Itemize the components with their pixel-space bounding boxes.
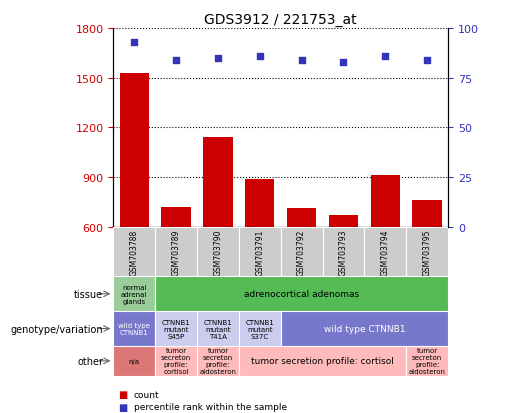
Bar (239, 311, 281, 346)
Text: percentile rank within the sample: percentile rank within the sample (134, 402, 287, 411)
Text: genotype/variation: genotype/variation (10, 324, 103, 334)
Point (214, 55, 222, 62)
Text: tissue: tissue (74, 289, 103, 299)
Bar (406, 227, 448, 277)
Bar (197, 311, 239, 346)
Bar (281, 227, 322, 277)
Text: GSM703791: GSM703791 (255, 229, 264, 275)
Bar (413, 201, 442, 326)
Bar (287, 209, 316, 326)
Bar (239, 227, 281, 277)
Text: CTNNB1
mutant
S45P: CTNNB1 mutant S45P (162, 319, 191, 339)
Text: n/a: n/a (129, 358, 140, 364)
Point (255, 53, 264, 60)
Text: wild type
CTNNB1: wild type CTNNB1 (118, 322, 150, 335)
Text: GSM703794: GSM703794 (381, 229, 390, 275)
Bar (155, 346, 197, 376)
Text: GSM703790: GSM703790 (213, 229, 222, 275)
Point (172, 57, 180, 64)
Text: GSM703789: GSM703789 (171, 229, 181, 275)
Text: GSM703793: GSM703793 (339, 229, 348, 275)
Text: CTNNB1
mutant
S37C: CTNNB1 mutant S37C (245, 319, 274, 339)
Text: tumor
secreton
profile:
aldosteron: tumor secreton profile: aldosteron (199, 347, 236, 375)
Text: wild type CTNNB1: wild type CTNNB1 (323, 324, 405, 333)
Bar (203, 138, 233, 326)
Bar (113, 227, 155, 277)
Text: tumor secretion profile: cortisol: tumor secretion profile: cortisol (251, 356, 394, 366)
Bar (155, 227, 197, 277)
Point (130, 40, 139, 46)
Text: ■: ■ (118, 402, 128, 412)
Text: count: count (134, 390, 160, 399)
Text: other: other (77, 356, 103, 366)
Bar (365, 227, 406, 277)
Bar (113, 277, 155, 311)
Text: GSM703795: GSM703795 (423, 229, 432, 275)
Bar (197, 346, 239, 376)
Bar (155, 311, 197, 346)
Text: adrenocortical adenomas: adrenocortical adenomas (244, 290, 359, 299)
Bar (197, 227, 239, 277)
Point (339, 59, 348, 66)
Bar (245, 179, 274, 326)
Text: ■: ■ (118, 389, 128, 399)
Point (423, 57, 431, 64)
Text: GSM703788: GSM703788 (130, 229, 139, 275)
Text: tumor
secreton
profile:
cortisol: tumor secreton profile: cortisol (161, 347, 191, 375)
Text: normal
adrenal
glands: normal adrenal glands (121, 284, 147, 304)
Bar (155, 277, 448, 311)
Point (381, 53, 389, 60)
Text: CTNNB1
mutant
T41A: CTNNB1 mutant T41A (203, 319, 232, 339)
Bar (371, 176, 400, 326)
Bar (281, 311, 448, 346)
Text: tumor
secreton
profile:
aldosteron: tumor secreton profile: aldosteron (408, 347, 445, 375)
Title: GDS3912 / 221753_at: GDS3912 / 221753_at (204, 12, 357, 26)
Text: GSM703792: GSM703792 (297, 229, 306, 275)
Bar (239, 346, 406, 376)
Bar (406, 346, 448, 376)
Bar (161, 207, 191, 326)
Bar (329, 216, 358, 326)
Bar (113, 346, 155, 376)
Bar (119, 74, 149, 326)
Point (298, 57, 306, 64)
Bar (113, 311, 155, 346)
Bar (322, 227, 365, 277)
